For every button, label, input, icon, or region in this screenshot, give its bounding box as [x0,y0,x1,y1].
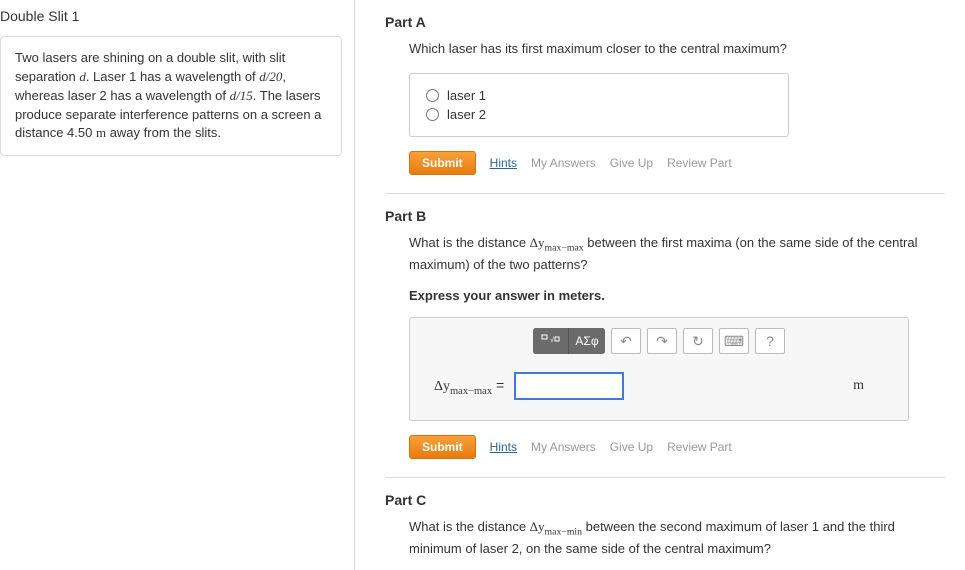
answer-panel: √ ΑΣφ ↶ ↷ ↻ ⌨ ? Δymax−max = [409,317,909,421]
hints-link[interactable]: Hints [490,156,517,170]
option-laser-1[interactable]: laser 1 [426,86,772,105]
radio-laser-2[interactable] [426,108,439,121]
submit-button[interactable]: Submit [409,151,476,175]
answer-input[interactable] [514,372,624,400]
part-c-question: What is the distance Δymax−min between t… [409,518,945,559]
give-up-link[interactable]: Give Up [610,440,653,454]
option-laser-2[interactable]: laser 2 [426,105,772,124]
submit-button[interactable]: Submit [409,435,476,459]
reset-button[interactable]: ↻ [683,328,713,354]
page-title: Double Slit 1 [0,0,354,36]
svg-text:√: √ [550,336,554,344]
greek-button[interactable]: ΑΣφ [569,328,605,354]
part-b-instruction: Express your answer in meters. [409,288,945,303]
my-answers-link[interactable]: My Answers [531,156,596,170]
option-label: laser 2 [447,107,486,122]
equation-toolbar: √ ΑΣφ ↶ ↷ ↻ ⌨ ? [410,318,908,364]
part-a-question: Which laser has its first maximum closer… [409,40,945,59]
radio-laser-1[interactable] [426,89,439,102]
answer-label: Δymax−max = [434,377,504,397]
review-part-link[interactable]: Review Part [667,440,732,454]
templates-button[interactable]: √ [533,328,569,354]
undo-button[interactable]: ↶ [611,328,641,354]
part-a-options: laser 1 laser 2 [409,73,789,137]
part-b-title: Part B [385,208,945,224]
keyboard-button[interactable]: ⌨ [719,328,749,354]
review-part-link[interactable]: Review Part [667,156,732,170]
part-b-question: What is the distance Δymax−max between t… [409,234,945,275]
option-label: laser 1 [447,88,486,103]
redo-button[interactable]: ↷ [647,328,677,354]
part-c-title: Part C [385,492,945,508]
help-button[interactable]: ? [755,328,785,354]
part-a-title: Part A [385,14,945,30]
unit-label: m [853,378,884,394]
hints-link[interactable]: Hints [490,440,517,454]
problem-statement: Two lasers are shining on a double slit,… [0,36,342,156]
part-b: Part B What is the distance Δymax−max be… [385,208,945,479]
part-c: Part C What is the distance Δymax−min be… [385,492,945,570]
give-up-link[interactable]: Give Up [610,156,653,170]
my-answers-link[interactable]: My Answers [531,440,596,454]
part-a: Part A Which laser has its first maximum… [385,14,945,194]
